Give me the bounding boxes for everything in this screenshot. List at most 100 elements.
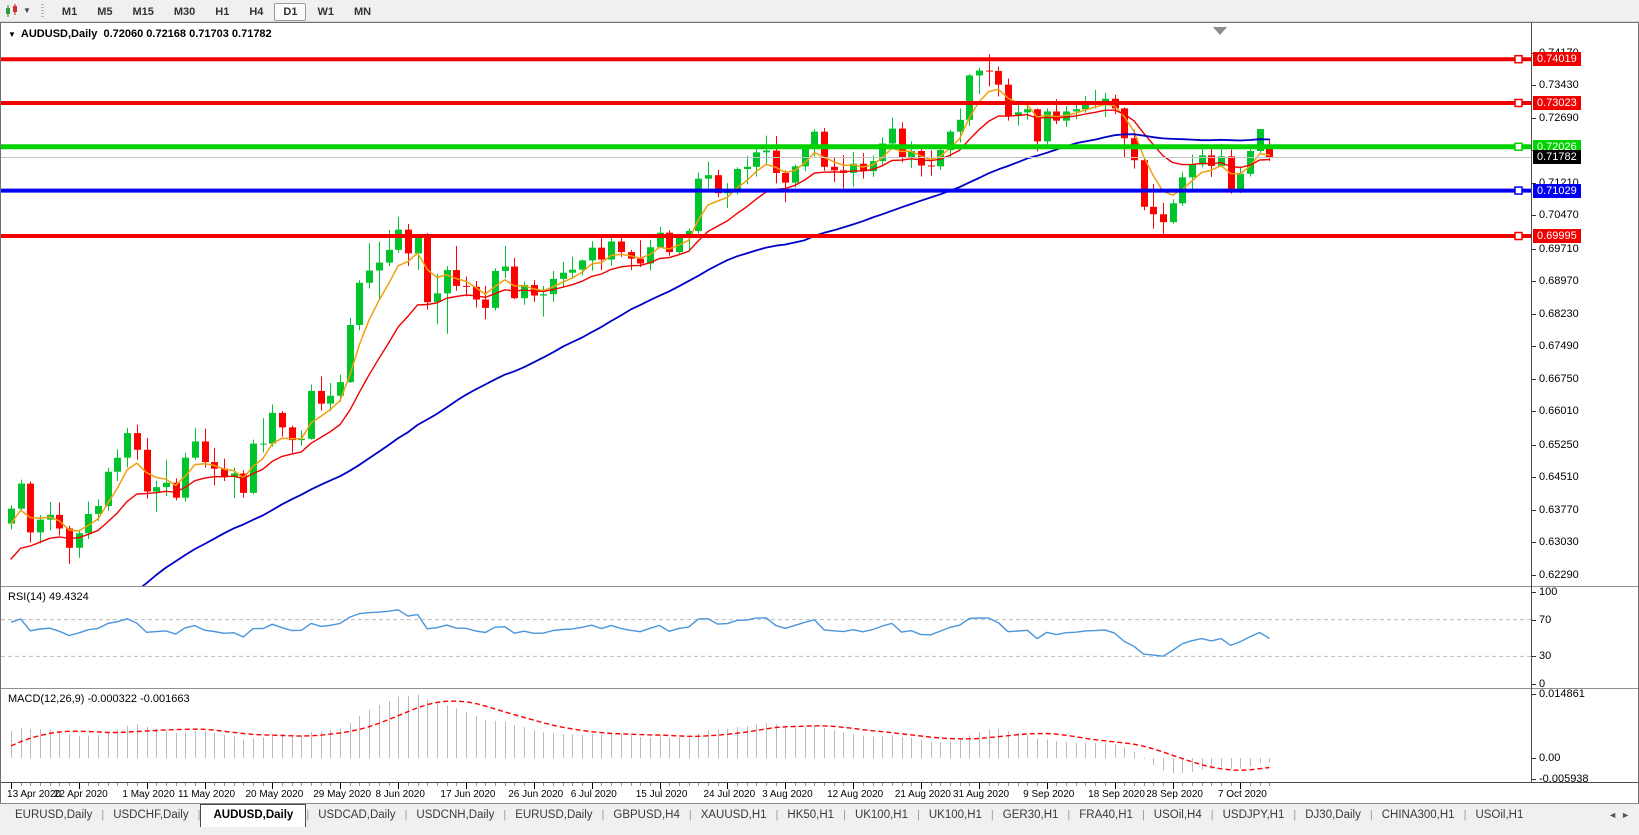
price-tick-label: 0.72690 [1539, 111, 1579, 124]
rsi-tick-label: 100 [1539, 586, 1558, 598]
price-tick-dash [1532, 378, 1536, 380]
date-axis-label: 3 Aug 2020 [762, 789, 813, 800]
hline-price-label: 0.73023 [1533, 95, 1581, 110]
date-axis-label: 15 Jul 2020 [635, 789, 688, 800]
chart-title: ▼ AUDUSD,Daily 0.72060 0.72168 0.71703 0.… [8, 28, 272, 40]
rsi-panel-canvas[interactable] [1, 588, 1531, 688]
chart-tab-bar: EURUSD,Daily | USDCHF,Daily | AUDUSD,Daily | U… [0, 803, 1639, 835]
tab-separator: | [601, 809, 605, 821]
timeframe-button-m30[interactable]: M30 [173, 5, 196, 18]
toolbar-grip-handle[interactable] [40, 3, 44, 18]
chart-tab-china300-h1[interactable]: CHINA300,H1 [1381, 809, 1455, 821]
date-axis-label: 18 Sep 2020 [1088, 789, 1145, 800]
price-tick-label: 0.64510 [1539, 471, 1579, 484]
chart-tab-usdjpy-h1[interactable]: USDJPY,H1 [1222, 809, 1285, 821]
date-axis-label: 26 Jun 2020 [508, 789, 564, 800]
date-axis-label: 29 May 2020 [313, 789, 372, 800]
price-tick-label: 0.68230 [1539, 307, 1579, 320]
chart-tab-usdcad-daily[interactable]: USDCAD,Daily [318, 809, 396, 821]
price-tick-dash [1532, 313, 1536, 315]
chart-title-symbol: AUDUSD,Daily [20, 28, 98, 40]
price-tick-dash [1532, 248, 1536, 250]
tab-scroll-left-icon[interactable]: ◄ [1608, 810, 1622, 820]
price-axis-border [1531, 23, 1532, 782]
date-axis-label: 21 Aug 2020 [894, 789, 951, 800]
price-tick-dash [1532, 542, 1536, 544]
tab-separator: | [197, 809, 201, 821]
date-axis-label: 8 Jun 2020 [375, 789, 425, 800]
date-axis-label: 17 Jun 2020 [440, 789, 496, 800]
chart-tab-fra40-h1[interactable]: FRA40,H1 [1079, 809, 1133, 821]
caret-down-icon[interactable]: ▼ [23, 6, 31, 15]
toolbar: ▼ M1 M5 M15 M30 H1 H4 D1 W1 MN [0, 0, 1639, 22]
chart-tab-audusd-daily[interactable]: AUDUSD,Daily [200, 804, 307, 827]
timeframe-button-w1[interactable]: W1 [317, 5, 334, 18]
macd-tick-label: -0.005938 [1539, 773, 1589, 785]
price-tick-label: 0.67490 [1539, 340, 1579, 353]
price-tick-dash [1532, 444, 1536, 446]
rsi-tick-dash [1532, 619, 1536, 621]
timeframe-button-h1[interactable]: H1 [215, 5, 230, 18]
chart-tab-eurusd-daily[interactable]: EURUSD,Daily [515, 809, 593, 821]
chart-tab-dj30-daily[interactable]: DJ30,Daily [1305, 809, 1361, 821]
tab-separator: | [990, 809, 994, 821]
timeframe-button-mn[interactable]: MN [353, 5, 372, 18]
macd-tick-dash [1532, 779, 1536, 780]
price-tick-dash [1532, 281, 1536, 283]
macd-tick-dash [1532, 758, 1536, 759]
chart-tab-usdcnh-daily[interactable]: USDCNH,Daily [416, 809, 495, 821]
date-axis-label: 24 Jul 2020 [703, 789, 756, 800]
timeframe-button-d1[interactable]: D1 [274, 2, 307, 21]
timeframe-button-m15[interactable]: M15 [132, 5, 154, 18]
timeframe-button-m1[interactable]: M1 [61, 5, 78, 18]
tab-scroll-arrows: ◄► [1608, 810, 1634, 820]
triangle-down-icon[interactable]: ▼ [8, 30, 16, 39]
chart-tab-xauusd-h1[interactable]: XAUUSD,H1 [700, 809, 767, 821]
chart-tab-ger30-h1[interactable]: GER30,H1 [1002, 809, 1059, 821]
tab-separator: | [1369, 809, 1373, 821]
panel-separator[interactable] [1, 586, 1638, 589]
candlestick-chart-icon[interactable] [4, 3, 20, 18]
chart-tab-uk100-h1[interactable]: UK100,H1 [928, 809, 982, 821]
panel-separator[interactable] [1, 688, 1638, 691]
tab-separator: | [1293, 809, 1297, 821]
date-axis-label: 9 Sep 2020 [1023, 789, 1075, 800]
chart-tab-uk100-h1[interactable]: UK100,H1 [854, 809, 908, 821]
rsi-tick-dash [1532, 656, 1536, 658]
date-axis-ticks [11, 783, 1270, 789]
price-tick-label: 0.63770 [1539, 503, 1579, 516]
chart-tab-eurusd-daily[interactable]: EURUSD,Daily [15, 809, 93, 821]
chart-tab-gbpusd-h4[interactable]: GBPUSD,H4 [613, 809, 680, 821]
main-chart-canvas[interactable] [1, 24, 1531, 586]
hline-price-label: 0.74019 [1533, 52, 1581, 67]
tab-scroll-right-icon[interactable]: ► [1621, 810, 1634, 820]
timeframe-button-row: M1 M5 M15 M30 H1 H4 D1 W1 MN [52, 2, 381, 21]
hline-price-label: 0.72026 [1533, 139, 1581, 154]
chart-shift-triangle-icon[interactable] [1213, 27, 1227, 35]
date-axis-label: 31 Aug 2020 [952, 789, 1010, 800]
date-axis-label: 12 Aug 2020 [827, 789, 884, 800]
date-axis-label: 6 Jul 2020 [570, 789, 617, 800]
price-tick-label: 0.73430 [1539, 79, 1579, 92]
price-tick-dash [1532, 215, 1536, 217]
date-axis-label: 11 May 2020 [178, 789, 236, 800]
hline-price-label: 0.69995 [1533, 229, 1581, 243]
tab-separator: | [404, 809, 408, 821]
price-tick-dash [1532, 477, 1536, 479]
chart-tab-usoil-h1[interactable]: USOil,H1 [1475, 809, 1524, 821]
price-tick-label: 0.63030 [1539, 536, 1579, 549]
tab-separator: | [1210, 809, 1214, 821]
chart-tab-usoil-h4[interactable]: USOil,H4 [1153, 809, 1202, 821]
chart-tab-hk50-h1[interactable]: HK50,H1 [787, 809, 835, 821]
macd-panel-canvas[interactable] [1, 690, 1531, 782]
rsi-tick-label: 0 [1539, 678, 1546, 690]
price-tick-label: 0.66010 [1539, 405, 1579, 418]
timeframe-button-h4[interactable]: H4 [249, 5, 264, 18]
chart-tab-usdchf-daily[interactable]: USDCHF,Daily [113, 809, 189, 821]
macd-indicator-label: MACD(12,26,9) -0.000322 -0.001663 [8, 693, 190, 705]
timeframe-button-m5[interactable]: M5 [97, 5, 113, 18]
date-axis-label: 1 May 2020 [122, 789, 175, 800]
macd-tick-dash [1532, 694, 1536, 695]
chart-window: ▼ AUDUSD,Daily 0.72060 0.72168 0.71703 0.… [0, 22, 1639, 804]
price-tick-dash [1532, 574, 1536, 576]
